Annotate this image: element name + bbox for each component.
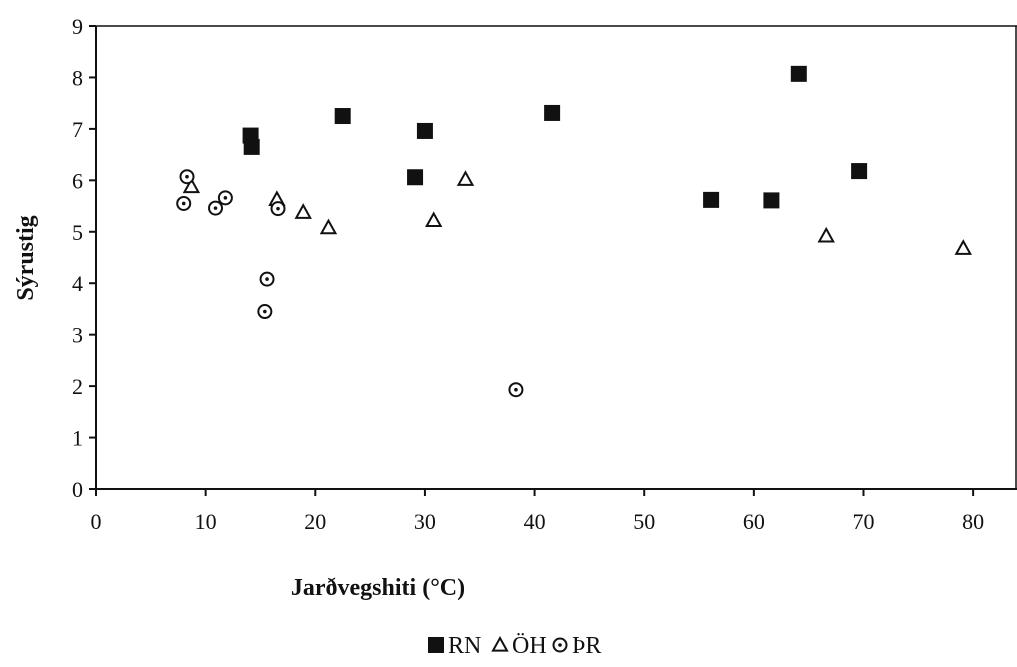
legend-entry: ÞR xyxy=(552,633,601,659)
x-tick-label: 10 xyxy=(195,509,217,534)
oh-triangle-point xyxy=(456,170,475,186)
x-axis-title: Jarðvegshiti (°C) xyxy=(291,575,465,601)
y-tick-label: 3 xyxy=(72,323,83,348)
thr-circle-point xyxy=(270,201,286,217)
thr-circle-point xyxy=(217,190,233,206)
legend-label: ÞR xyxy=(572,633,601,659)
oh-triangle-point xyxy=(182,177,201,194)
y-axis-title: Sýrustig xyxy=(13,215,39,300)
x-tick-label: 0 xyxy=(91,509,102,534)
x-tick-label: 80 xyxy=(962,509,984,534)
thr-circle-point xyxy=(179,169,195,185)
x-tick-label: 70 xyxy=(853,509,875,534)
legend-thr-circle-icon xyxy=(552,637,568,653)
legend: RN ÖH ÞR xyxy=(428,633,601,659)
x-tick-label: 20 xyxy=(304,509,326,534)
legend-entry: RN xyxy=(428,633,481,659)
y-tick-label: 1 xyxy=(72,426,83,451)
y-tick-label: 2 xyxy=(72,374,83,399)
legend-oh-triangle-icon xyxy=(491,635,509,652)
x-tick-label: 50 xyxy=(633,509,655,534)
y-tick-label: 4 xyxy=(72,271,83,296)
thr-circle-point xyxy=(259,271,275,287)
rn-square-point xyxy=(763,192,780,209)
rn-square-point xyxy=(334,108,351,125)
rn-square-point xyxy=(703,191,720,208)
x-tick-label: 60 xyxy=(743,509,765,534)
oh-triangle-point xyxy=(954,239,972,255)
y-tick-label: 5 xyxy=(72,220,83,245)
y-tick-label: 6 xyxy=(72,168,83,193)
plot-area xyxy=(96,25,1017,489)
y-tick-label: 0 xyxy=(72,477,83,502)
thr-circle-point xyxy=(508,382,524,398)
x-tick-label: 40 xyxy=(524,509,546,534)
y-tick-label: 8 xyxy=(72,65,83,90)
rn-square-point xyxy=(851,163,868,180)
legend-entry: ÖH xyxy=(491,633,547,659)
oh-triangle-point xyxy=(817,226,835,243)
legend-rn-square-icon xyxy=(428,637,444,653)
legend-label: RN xyxy=(448,633,481,659)
oh-triangle-point xyxy=(425,211,443,228)
thr-circle-point xyxy=(257,304,273,320)
rn-square-point xyxy=(407,169,424,186)
rn-square-point xyxy=(544,104,561,121)
y-tick-label: 7 xyxy=(72,117,83,142)
x-tick-label: 30 xyxy=(414,509,436,534)
axes: 0 1 2 3 4 5 6 7 8 9 0 10 20 30 40 50 60 70 80 xyxy=(72,14,1017,534)
legend-label: ÖH xyxy=(512,633,547,659)
rn-square-point xyxy=(243,138,260,155)
oh-triangle-point xyxy=(319,218,338,235)
rn-square-point xyxy=(416,122,433,139)
y-tick-label: 9 xyxy=(72,14,83,39)
data-points xyxy=(176,65,972,398)
thr-circle-point xyxy=(176,195,192,211)
oh-triangle-point xyxy=(294,203,312,219)
thr-circle-point xyxy=(208,200,224,216)
rn-square-point xyxy=(790,65,807,82)
